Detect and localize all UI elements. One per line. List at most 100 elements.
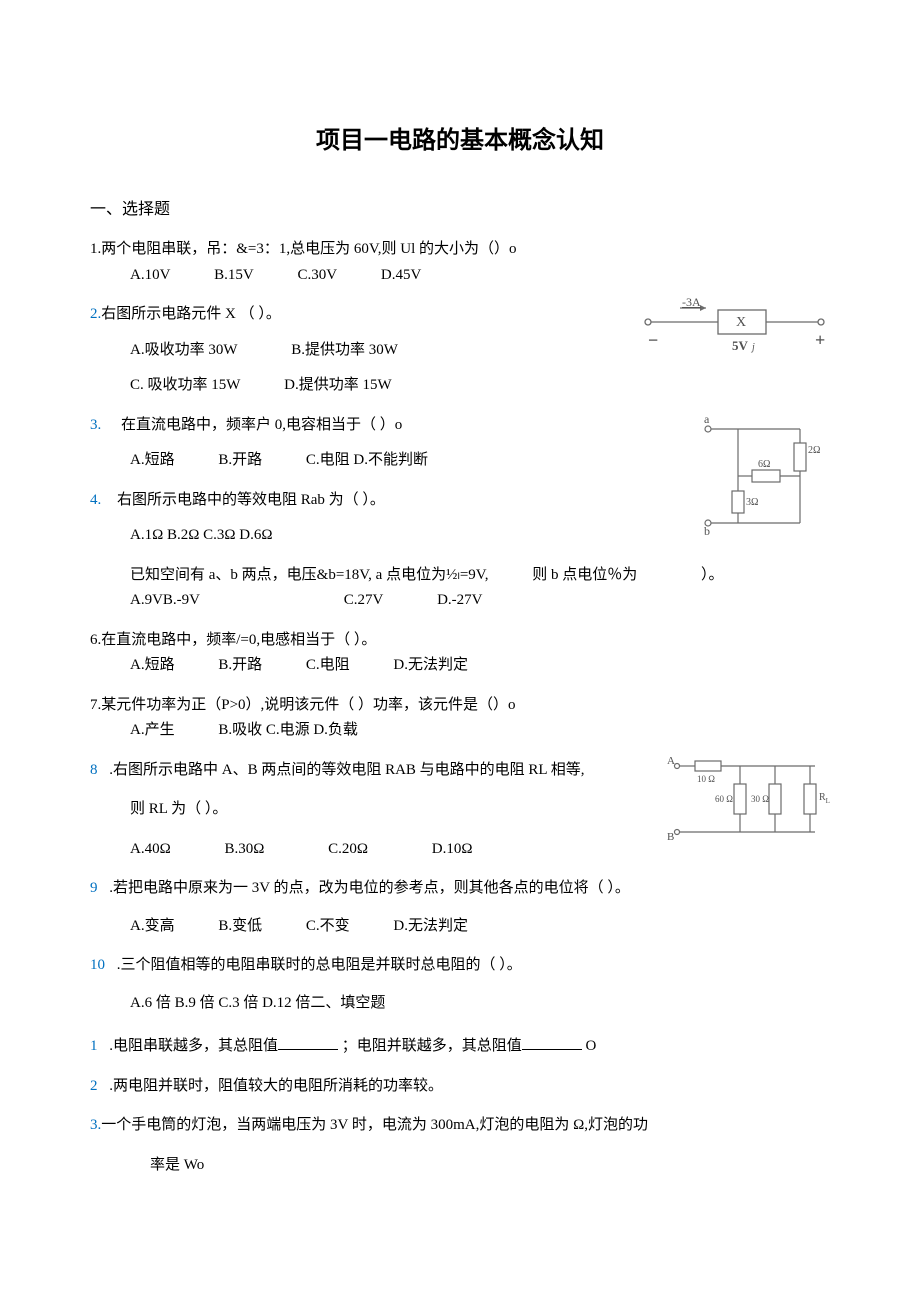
q9-opt-d: D.无法判定 bbox=[393, 914, 468, 940]
q1-opt-a: A.10V bbox=[130, 263, 170, 289]
q10-options: A.6 倍 B.9 倍 C.3 倍 D.12 倍二、填空题 bbox=[90, 991, 830, 1017]
q6-text: 6.在直流电路中，频率/=0,电感相当于（ ）。 bbox=[90, 628, 830, 654]
document-page: 项目一电路的基本概念认知 一、选择题 1.两个电阻串联，吊：&=3：1,总电压为… bbox=[0, 0, 920, 1252]
q8-opt-d: D.10Ω bbox=[432, 837, 473, 863]
q1-text: 1.两个电阻串联，吊：&=3：1,总电压为 60V,则 Ul 的大小为（）o bbox=[90, 237, 830, 263]
fig-rab-r3: 3Ω bbox=[746, 497, 758, 508]
q2-opt-d: D.提供功率 15W bbox=[284, 373, 392, 399]
fig-rab-a: a bbox=[704, 413, 710, 426]
q8-opt-c: C.20Ω bbox=[328, 837, 368, 863]
q3-opt-b: B.开路 bbox=[218, 448, 262, 474]
q7-opt-a: A.产生 bbox=[130, 718, 175, 744]
q5-opt-c: C.27V bbox=[344, 588, 384, 614]
q4-num: 4. bbox=[90, 492, 101, 508]
fig-rl-r3: 30 Ω bbox=[751, 794, 769, 804]
question-7: 7.某元件功率为正（P>0）,说明该元件（ ）功率，该元件是（）o A.产生 B… bbox=[90, 693, 830, 744]
q6-opt-a: A.短路 bbox=[130, 653, 175, 679]
question-9: 9 .若把电路中原来为一 3V 的点，改为电位的参考点，则其他各点的电位将（ ）… bbox=[90, 876, 830, 939]
figure-circuit-rab: a b 2Ω 6Ω 3Ω bbox=[700, 413, 830, 543]
q1-opt-c: C.30V bbox=[298, 263, 338, 289]
q8-opt-b: B.30Ω bbox=[224, 837, 264, 863]
fig-x-minus: − bbox=[648, 330, 658, 350]
q9-options: A.变高 B.变低 C.不变 D.无法判定 bbox=[90, 914, 830, 940]
fig-x-plus: + bbox=[815, 330, 825, 350]
q6-opt-b: B.开路 bbox=[218, 653, 262, 679]
q9-opt-c: C.不变 bbox=[306, 914, 350, 940]
fq1-t1: .电阻串联越多，其总阻值 bbox=[109, 1038, 278, 1054]
q5-t2: 则 b 点电位％为 bbox=[532, 567, 637, 583]
q9-text: .若把电路中原来为一 3V 的点，改为电位的参考点，则其他各点的电位将（ ）。 bbox=[109, 880, 630, 896]
fq3-num: 3. bbox=[90, 1117, 101, 1133]
fq2-num: 2 bbox=[90, 1078, 98, 1094]
page-title: 项目一电路的基本概念认知 bbox=[90, 120, 830, 155]
fq1-t2: ；电阻并联越多，其总阻值 bbox=[342, 1038, 522, 1054]
q5-t3: ）。 bbox=[701, 567, 724, 583]
q9-opt-a: A.变高 bbox=[130, 914, 175, 940]
fig-rl-r1: 10 Ω bbox=[697, 774, 715, 784]
q2-options-row2: C. 吸收功率 15W D.提供功率 15W bbox=[90, 373, 830, 399]
fq3-text: 一个手电筒的灯泡，当两端电压为 3V 时，电流为 300mA,灯泡的电阻为 Ω,… bbox=[101, 1117, 648, 1133]
q1-options: A.10V B.15V C.30V D.45V bbox=[90, 263, 830, 289]
question-2: 2.右图所示电路元件 X （ ）。 A.吸收功率 30W B.提供功率 30W … bbox=[90, 302, 830, 399]
q8-num: 8 bbox=[90, 762, 98, 778]
q10-num: 10 bbox=[90, 957, 105, 973]
q8-opt-a: A.40Ω bbox=[130, 837, 171, 863]
fig-x-label: X bbox=[736, 315, 746, 330]
q2-opt-a: A.吸收功率 30W bbox=[130, 338, 238, 364]
question-10: 10 .三个阻值相等的电阻串联时的总电阻是并联时总电阻的（ ）。 A.6 倍 B… bbox=[90, 953, 830, 1016]
q3-num: 3. bbox=[90, 417, 101, 433]
fig-rab-r1: 2Ω bbox=[808, 445, 820, 456]
figure-circuit-x: -3A X − + 5V j bbox=[640, 298, 830, 368]
q2-text: 右图所示电路元件 X （ ）。 bbox=[101, 306, 281, 322]
q10-text: .三个阻值相等的电阻串联时的总电阻是并联时总电阻的（ ）。 bbox=[117, 957, 522, 973]
fig-x-voltage: 5V bbox=[732, 338, 749, 353]
q7-opt-b: B.吸收 C.电源 D.负载 bbox=[218, 718, 358, 744]
section-heading-1: 一、选择题 bbox=[90, 195, 830, 219]
fig-rab-r2: 6Ω bbox=[758, 459, 770, 470]
fq1-num: 1 bbox=[90, 1038, 98, 1054]
fq3-text2: 率是 Wo bbox=[90, 1153, 830, 1179]
fq1-t3: O bbox=[586, 1038, 597, 1054]
fill-question-1: 1 .电阻串联越多，其总阻值 ；电阻并联越多，其总阻值 O bbox=[90, 1034, 830, 1060]
fig-rl-rl: RL bbox=[819, 792, 830, 805]
q5-opt-a: A.9VB.-9V bbox=[130, 588, 200, 614]
q1-opt-b: B.15V bbox=[214, 263, 254, 289]
q5-line: 已知空间有 a、b 两点，电压&b=18V, a 点电位为½ₗ=9V, 则 b … bbox=[90, 563, 830, 589]
question-1: 1.两个电阻串联，吊：&=3：1,总电压为 60V,则 Ul 的大小为（）o A… bbox=[90, 237, 830, 288]
fq2-text: .两电阻并联时，阻值较大的电阻所消耗的功率较。 bbox=[109, 1078, 443, 1094]
q4-opts: A.1Ω B.2Ω C.3Ω D.6Ω bbox=[130, 523, 273, 549]
q2-num: 2. bbox=[90, 306, 101, 322]
q6-opt-d: D.无法判定 bbox=[393, 653, 468, 679]
question-6: 6.在直流电路中，频率/=0,电感相当于（ ）。 A.短路 B.开路 C.电阻 … bbox=[90, 628, 830, 679]
fq1-blank2 bbox=[522, 1034, 582, 1050]
figure-circuit-rl: A B 10 Ω 60 Ω 30 Ω RL bbox=[665, 754, 830, 844]
q2-opt-b: B.提供功率 30W bbox=[291, 338, 398, 364]
q5-options: A.9VB.-9V C.27V D.-27V bbox=[90, 588, 830, 614]
q9-opt-b: B.变低 bbox=[218, 914, 262, 940]
q9-num: 9 bbox=[90, 880, 98, 896]
fig-rl-r2: 60 Ω bbox=[715, 794, 733, 804]
q10-line: 10 .三个阻值相等的电阻串联时的总电阻是并联时总电阻的（ ）。 bbox=[90, 953, 830, 979]
fq1-blank1 bbox=[278, 1034, 338, 1050]
q7-options: A.产生 B.吸收 C.电源 D.负载 bbox=[90, 718, 830, 744]
q5-opt-d: D.-27V bbox=[437, 588, 482, 614]
q6-options: A.短路 B.开路 C.电阻 D.无法判定 bbox=[90, 653, 830, 679]
fig-x-current: -3A bbox=[682, 298, 701, 309]
fill-question-3: 3.一个手电筒的灯泡，当两端电压为 3V 时，电流为 300mA,灯泡的电阻为 … bbox=[90, 1113, 830, 1178]
q5-t1: 已知空间有 a、b 两点，电压&b=18V, a 点电位为½ₗ=9V, bbox=[130, 567, 488, 583]
q3-q4-block: 3. 在直流电路中，频率户 0,电容相当于（ ）o A.短路 B.开路 C.电阻… bbox=[90, 413, 830, 549]
q3-text: 在直流电路中，频率户 0,电容相当于（ ）o bbox=[121, 417, 402, 433]
question-5: 已知空间有 a、b 两点，电压&b=18V, a 点电位为½ₗ=9V, 则 b … bbox=[90, 563, 830, 614]
q1-opt-d: D.45V bbox=[381, 263, 421, 289]
q6-opt-c: C.电阻 bbox=[306, 653, 350, 679]
q4-text: 右图所示电路中的等效电阻 Rab 为（ ）。 bbox=[117, 492, 385, 508]
question-8: 8 .右图所示电路中 A、B 两点间的等效电阻 RAB 与电路中的电阻 RL 相… bbox=[90, 758, 830, 863]
q8-text: .右图所示电路中 A、B 两点间的等效电阻 RAB 与电路中的电阻 RL 相等, bbox=[109, 762, 584, 778]
fill-question-2: 2 .两电阻并联时，阻值较大的电阻所消耗的功率较。 bbox=[90, 1074, 830, 1100]
fig-x-j: j bbox=[750, 342, 755, 353]
fig-rl-B: B bbox=[667, 831, 674, 843]
q10-opts: A.6 倍 B.9 倍 C.3 倍 D.12 倍二、填空题 bbox=[130, 991, 385, 1017]
q3-opt-c: C.电阻 D.不能判断 bbox=[306, 448, 428, 474]
q7-text: 7.某元件功率为正（P>0）,说明该元件（ ）功率，该元件是（）o bbox=[90, 693, 830, 719]
q2-opt-c: C. 吸收功率 15W bbox=[130, 373, 240, 399]
